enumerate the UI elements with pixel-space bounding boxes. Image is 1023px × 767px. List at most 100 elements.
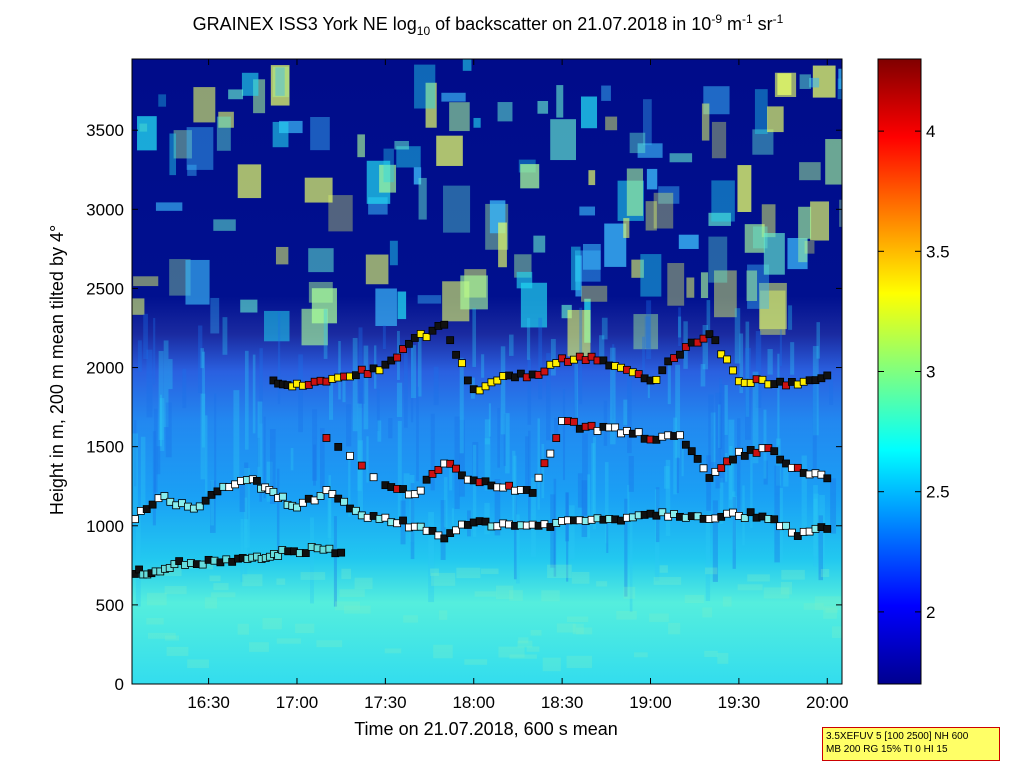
- surface-band: [572, 623, 584, 635]
- layer-marker: [705, 474, 714, 482]
- backscatter-streak: [133, 420, 137, 487]
- layer-marker: [740, 451, 749, 460]
- surface-band: [616, 611, 637, 620]
- backscatter-field: [132, 59, 842, 684]
- aerosol-patch: [185, 259, 210, 305]
- x-tick-label: 20:00: [806, 693, 849, 712]
- backscatter-streak: [484, 438, 491, 491]
- surface-band: [823, 606, 837, 619]
- layer-marker: [322, 486, 331, 494]
- surface-band: [339, 589, 365, 597]
- layer-marker: [198, 560, 207, 569]
- backscatter-streak: [573, 358, 577, 431]
- backscatter-streak: [553, 478, 557, 577]
- aerosol-patch: [550, 119, 577, 161]
- backscatter-streak: [725, 452, 728, 482]
- backscatter-streak: [592, 437, 597, 530]
- backscatter-streak: [606, 515, 609, 553]
- backscatter-streak: [310, 517, 314, 604]
- backscatter-streak: [537, 418, 540, 510]
- layer-marker: [405, 339, 413, 348]
- x-tick-label: 17:00: [276, 693, 319, 712]
- aerosol-patch: [414, 64, 436, 109]
- layer-marker: [570, 417, 578, 426]
- aerosol-patch: [389, 240, 398, 266]
- x-tick-label: 17:30: [364, 693, 407, 712]
- aerosol-patch: [436, 135, 463, 166]
- backscatter-streak: [812, 346, 819, 436]
- aerosol-patch: [498, 222, 507, 268]
- backscatter-streak: [708, 394, 714, 477]
- layer-marker: [475, 386, 484, 395]
- layer-marker: [634, 370, 643, 378]
- layer-marker: [201, 496, 210, 505]
- aerosol-patch: [629, 132, 646, 154]
- layer-marker: [717, 464, 726, 473]
- surface-band: [820, 568, 830, 578]
- y-tick-label: 3500: [86, 121, 124, 140]
- backscatter-streak: [627, 484, 630, 516]
- surface-band: [430, 568, 439, 576]
- backscatter-streak: [214, 393, 217, 493]
- backscatter-streak: [526, 317, 531, 360]
- aerosol-patch: [839, 199, 842, 227]
- aerosol-patch: [711, 180, 735, 222]
- backscatter-streak: [449, 463, 453, 491]
- aerosol-patch: [514, 254, 532, 278]
- colorbar-tick-label: 2: [926, 603, 935, 622]
- aerosol-patch: [537, 100, 549, 114]
- aerosol-patch: [133, 276, 159, 287]
- backscatter-streak: [647, 374, 650, 399]
- surface-band: [763, 587, 790, 599]
- aerosol-patch: [580, 96, 598, 129]
- backscatter-streak: [348, 450, 351, 517]
- aerosol-patch: [700, 272, 709, 299]
- backscatter-streak: [357, 440, 364, 511]
- surface-band: [464, 659, 488, 665]
- layer-marker: [823, 525, 832, 533]
- layer-marker: [693, 338, 702, 347]
- backscatter-streak: [210, 480, 215, 526]
- layer-marker: [416, 522, 425, 531]
- aerosol-patch: [497, 102, 513, 122]
- aerosol-patch: [383, 148, 394, 183]
- x-axis: 16:30 17:00 17:30 18:00 18:30 19:00 19:30 20:00: [187, 59, 849, 712]
- aerosol-patch: [213, 219, 236, 231]
- surface-band: [825, 607, 838, 613]
- backscatter-streak: [269, 429, 276, 504]
- surface-band: [717, 652, 729, 664]
- backscatter-streak: [416, 386, 419, 482]
- backscatter-streak: [200, 393, 206, 480]
- layer-marker: [160, 492, 169, 500]
- backscatter-streak: [554, 417, 559, 439]
- aerosol-patch: [774, 72, 797, 97]
- backscatter-streak: [801, 455, 807, 532]
- backscatter-streak: [494, 479, 501, 536]
- surface-band: [814, 596, 842, 611]
- y-tick-label: 2000: [86, 359, 124, 378]
- aerosol-patch: [210, 297, 220, 334]
- backscatter-streak: [319, 428, 325, 489]
- backscatter-streak: [569, 505, 575, 559]
- backscatter-streak: [550, 494, 556, 568]
- aerosol-patch: [763, 233, 785, 275]
- layer-marker: [599, 356, 608, 365]
- layer-marker: [132, 515, 139, 524]
- aerosol-patch: [799, 162, 821, 181]
- aerosol-patch: [637, 143, 663, 158]
- backscatter-streak: [750, 454, 753, 529]
- backscatter-streak: [550, 338, 556, 376]
- layer-marker: [729, 366, 737, 375]
- backscatter-streak: [719, 384, 725, 483]
- backscatter-streak: [628, 456, 634, 492]
- colorbar-gradient: [878, 59, 921, 684]
- backscatter-streak: [233, 390, 240, 489]
- layer-marker: [746, 508, 755, 517]
- aerosol-patch: [714, 270, 737, 318]
- aerosol-patch: [746, 270, 758, 301]
- aerosol-patch: [582, 243, 601, 270]
- surface-band: [403, 615, 418, 623]
- aerosol-patch: [328, 195, 353, 232]
- aerosol-patch: [237, 164, 262, 199]
- y-tick-label: 0: [115, 675, 124, 694]
